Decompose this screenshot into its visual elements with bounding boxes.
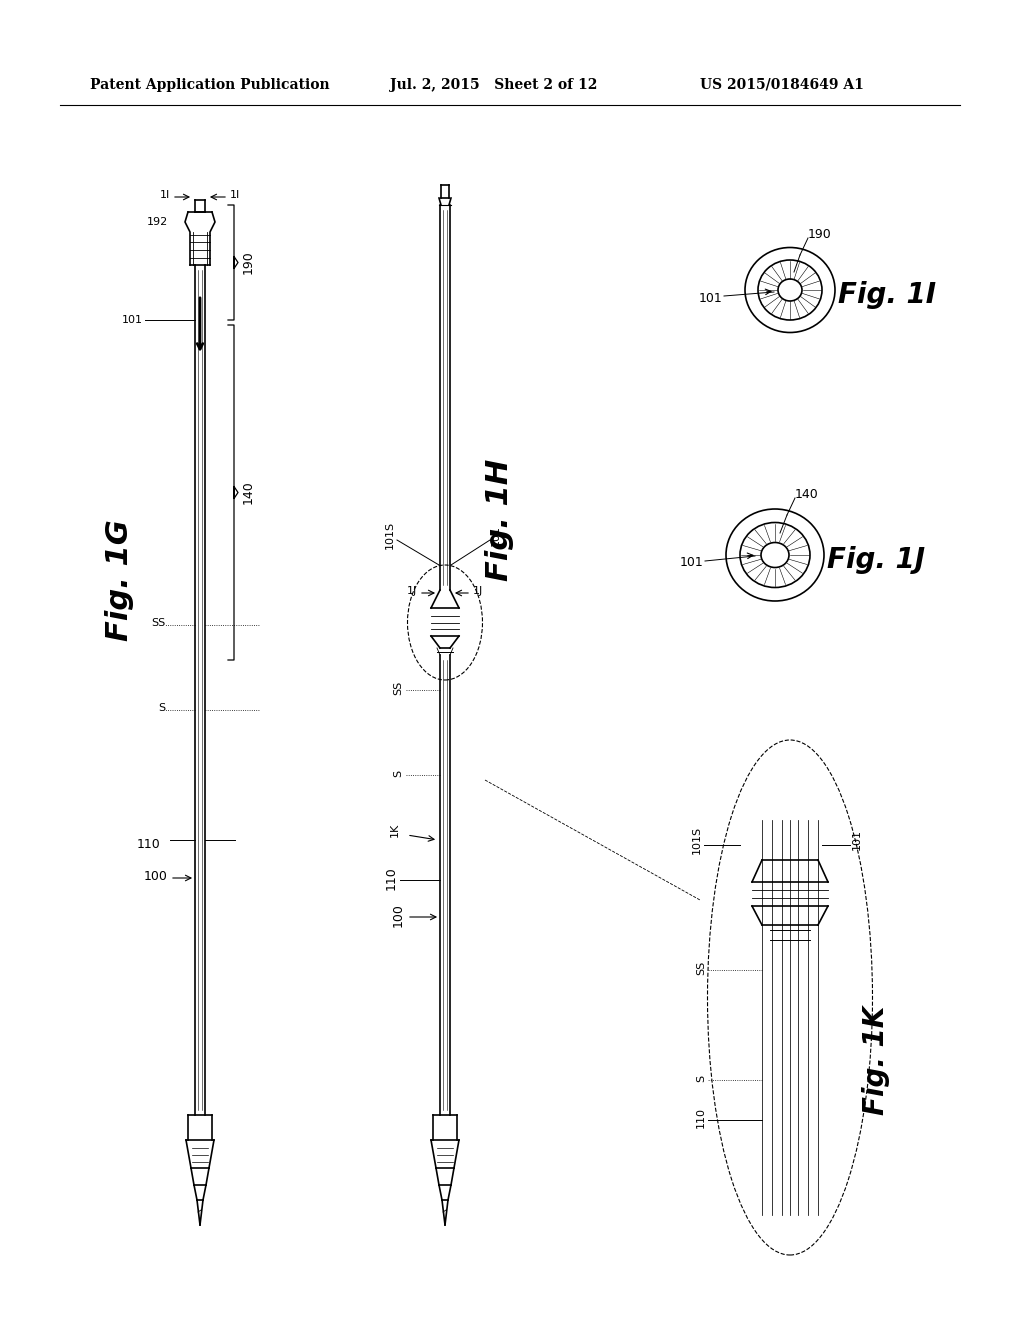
Text: SS: SS [696, 961, 706, 975]
Text: 1K: 1K [390, 822, 400, 837]
Text: Jul. 2, 2015   Sheet 2 of 12: Jul. 2, 2015 Sheet 2 of 12 [390, 78, 597, 92]
Text: Fig. 1J: Fig. 1J [827, 546, 925, 574]
Text: 190: 190 [808, 228, 831, 242]
Text: US 2015/0184649 A1: US 2015/0184649 A1 [700, 78, 864, 92]
Text: S: S [158, 704, 165, 713]
Text: 110: 110 [696, 1107, 706, 1129]
Text: 190: 190 [242, 251, 255, 275]
Text: SS: SS [393, 681, 403, 696]
Text: 140: 140 [242, 480, 255, 504]
Text: S: S [393, 770, 403, 776]
Text: 1I: 1I [230, 190, 241, 201]
Text: 192: 192 [146, 216, 168, 227]
Text: Fig. 1K: Fig. 1K [862, 1006, 890, 1114]
Text: Fig. 1G: Fig. 1G [105, 519, 134, 642]
Text: SS: SS [151, 618, 165, 628]
Text: 100: 100 [144, 870, 168, 883]
Text: Fig. 1H: Fig. 1H [485, 459, 514, 581]
Text: 101S: 101S [385, 521, 395, 549]
Text: 1I: 1I [160, 190, 170, 201]
Text: S: S [696, 1074, 706, 1081]
Text: 1J: 1J [407, 586, 417, 597]
Text: 110: 110 [385, 866, 398, 890]
Text: 100: 100 [392, 903, 406, 927]
Text: 101: 101 [490, 524, 501, 545]
Text: 101: 101 [698, 292, 722, 305]
Text: 101: 101 [852, 829, 862, 850]
Text: 140: 140 [795, 488, 819, 502]
Text: 101S: 101S [692, 826, 702, 854]
Text: Patent Application Publication: Patent Application Publication [90, 78, 330, 92]
Text: 101: 101 [679, 557, 703, 569]
Text: 101: 101 [122, 315, 143, 325]
Text: 1J: 1J [473, 586, 483, 597]
Text: Fig. 1I: Fig. 1I [838, 281, 936, 309]
Text: 110: 110 [136, 838, 160, 851]
